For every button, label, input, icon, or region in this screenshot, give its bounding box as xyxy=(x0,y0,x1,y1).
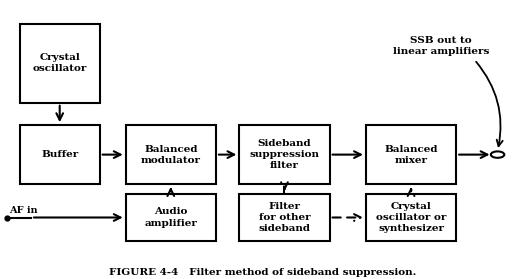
Bar xyxy=(366,125,456,184)
Bar xyxy=(125,194,216,241)
Text: SSB out to
linear amplifiers: SSB out to linear amplifiers xyxy=(393,36,489,56)
Bar xyxy=(239,125,330,184)
Bar xyxy=(239,194,330,241)
Text: AF in: AF in xyxy=(9,206,38,215)
Bar xyxy=(366,194,456,241)
Bar xyxy=(125,125,216,184)
Text: Buffer: Buffer xyxy=(41,150,78,159)
Text: FIGURE 4-4   Filter method of sideband suppression.: FIGURE 4-4 Filter method of sideband sup… xyxy=(109,268,416,277)
Bar xyxy=(19,125,100,184)
Text: Balanced
modulator: Balanced modulator xyxy=(141,145,201,165)
Text: Filter
for other
sideband: Filter for other sideband xyxy=(258,202,310,233)
Text: Crystal
oscillator or
synthesizer: Crystal oscillator or synthesizer xyxy=(376,202,446,233)
Bar xyxy=(19,24,100,103)
Text: Sideband
suppression
filter: Sideband suppression filter xyxy=(249,139,319,170)
Text: Audio
amplifier: Audio amplifier xyxy=(144,208,197,228)
Text: Crystal
oscillator: Crystal oscillator xyxy=(33,53,87,73)
Text: Balanced
mixer: Balanced mixer xyxy=(384,145,438,165)
